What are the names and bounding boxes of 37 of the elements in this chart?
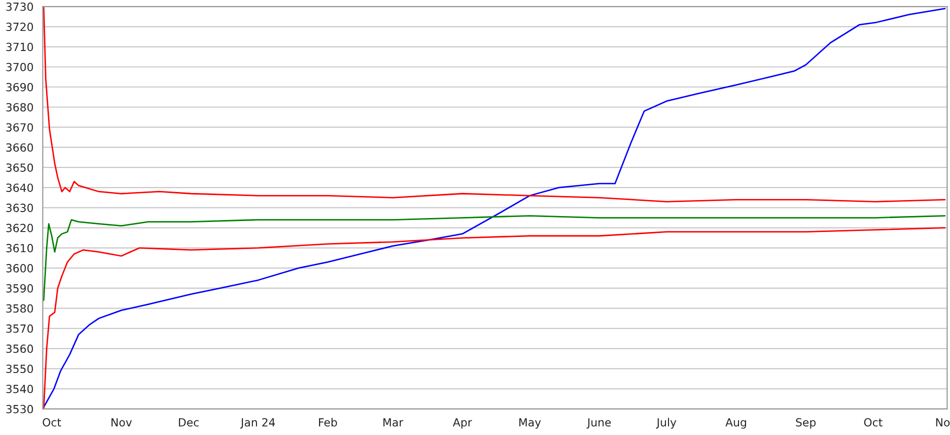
x-tick-label: Aug (725, 418, 746, 429)
y-tick-label: 3710 (6, 42, 33, 52)
y-tick-label: 3640 (6, 184, 33, 192)
y-tick-label: 3690 (6, 82, 33, 92)
x-tick-label: June (586, 418, 611, 429)
line-series (42, 8, 946, 409)
line-series (42, 215, 946, 301)
y-tick-label: 3650 (6, 163, 33, 172)
x-tick-label: Jan 24 (240, 418, 275, 429)
y-tick-label: 3580 (6, 304, 33, 313)
y-tick-label: 3700 (6, 62, 33, 72)
x-tick-label: Apr (452, 418, 472, 429)
x-tick-label: No (936, 418, 950, 427)
x-tick-label: Oct (42, 418, 62, 427)
y-tick-label: 3590 (6, 284, 33, 293)
y-tick-label: 3610 (6, 244, 33, 252)
x-tick-label: Feb (319, 418, 337, 427)
x-tick-label: Dec (178, 418, 199, 427)
y-tick-label: 3530 (6, 404, 33, 414)
x-tick-label: May (519, 418, 541, 429)
x-tick-label: Nov (112, 418, 132, 427)
y-tick-label: 3720 (6, 22, 33, 32)
y-tick-label: 3730 (6, 2, 33, 11)
y-tick-label: 3630 (6, 204, 33, 212)
x-tick-label: Mar (383, 418, 404, 427)
y-tick-label: 3560 (6, 344, 33, 353)
y-tick-label: 3680 (6, 103, 33, 112)
y-tick-label: 3620 (6, 224, 33, 232)
y-tick-label: 3660 (6, 143, 33, 152)
x-tick-label: Oct (864, 418, 882, 427)
x-tick-label: Sep (796, 418, 816, 429)
y-tick-label: 3570 (6, 324, 33, 333)
y-tick-label: 3550 (6, 364, 33, 374)
y-tick-label: 3540 (6, 384, 33, 394)
x-tick-label: July (656, 418, 676, 429)
y-tick-label: 3670 (6, 123, 33, 132)
y-tick-label: 3600 (6, 264, 33, 272)
